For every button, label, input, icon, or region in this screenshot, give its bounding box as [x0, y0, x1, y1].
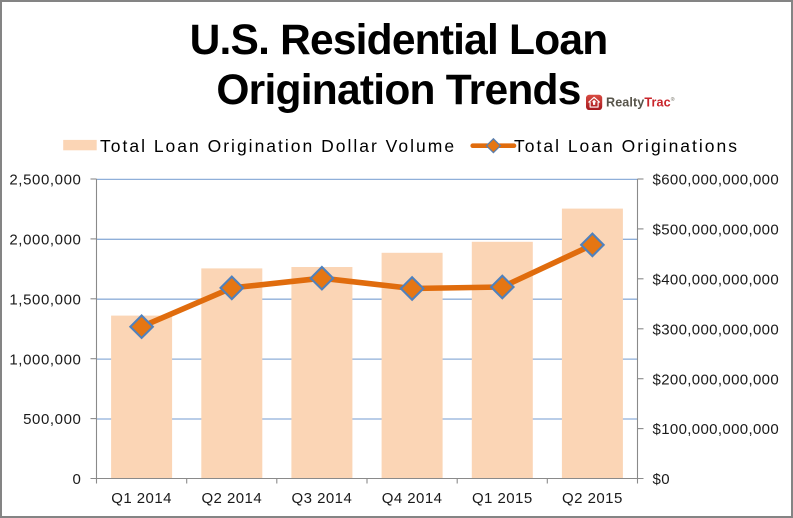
svg-text:1,500,000: 1,500,000	[9, 291, 81, 308]
svg-text:Q4 2014: Q4 2014	[382, 490, 443, 507]
svg-text:$100,000,000,000: $100,000,000,000	[653, 421, 780, 438]
svg-text:500,000: 500,000	[23, 411, 81, 428]
svg-text:$500,000,000,000: $500,000,000,000	[653, 222, 780, 239]
svg-text:2,500,000: 2,500,000	[9, 172, 81, 189]
svg-text:0: 0	[73, 471, 82, 488]
svg-text:$300,000,000,000: $300,000,000,000	[653, 321, 780, 338]
svg-text:$0: $0	[653, 471, 670, 488]
svg-text:Q2 2014: Q2 2014	[201, 490, 262, 507]
svg-text:Q1 2014: Q1 2014	[111, 490, 172, 507]
svg-text:RealtyTrac®: RealtyTrac®	[606, 96, 675, 110]
svg-text:Q2 2015: Q2 2015	[562, 490, 623, 507]
svg-text:$600,000,000,000: $600,000,000,000	[653, 172, 780, 189]
svg-text:$400,000,000,000: $400,000,000,000	[653, 271, 780, 288]
svg-text:Q1 2015: Q1 2015	[472, 490, 533, 507]
svg-text:$200,000,000,000: $200,000,000,000	[653, 371, 780, 388]
svg-text:2,000,000: 2,000,000	[9, 232, 81, 249]
svg-text:Q3 2014: Q3 2014	[292, 490, 353, 507]
svg-text:1,000,000: 1,000,000	[9, 351, 81, 368]
